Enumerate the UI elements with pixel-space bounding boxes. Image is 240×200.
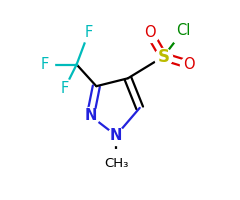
Text: O: O: [183, 57, 195, 72]
Text: CH₃: CH₃: [104, 157, 128, 170]
Text: O: O: [144, 25, 155, 40]
Text: Cl: Cl: [176, 23, 190, 38]
Text: F: F: [84, 25, 93, 40]
Text: F: F: [41, 57, 49, 72]
Text: S: S: [157, 48, 169, 66]
Text: F: F: [61, 81, 69, 96]
Text: N: N: [110, 128, 122, 143]
Text: N: N: [84, 108, 97, 123]
